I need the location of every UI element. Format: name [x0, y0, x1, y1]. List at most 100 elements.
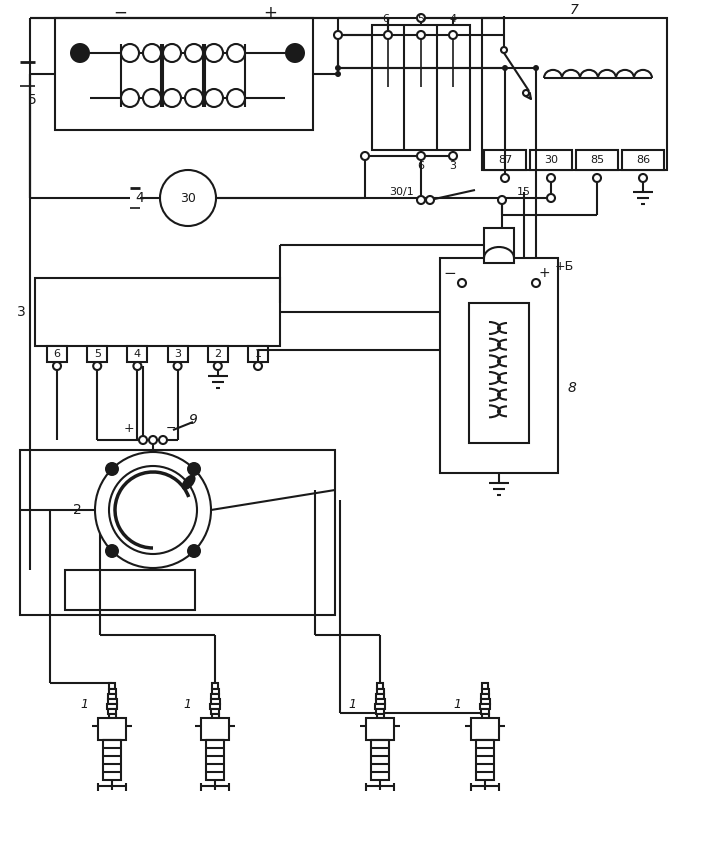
Circle shape: [502, 65, 508, 71]
Circle shape: [449, 152, 457, 160]
Bar: [622, 150, 664, 170]
Bar: [480, 704, 490, 709]
Circle shape: [185, 44, 203, 62]
Circle shape: [335, 65, 341, 71]
Bar: [376, 699, 385, 704]
Bar: [103, 740, 121, 780]
Circle shape: [227, 44, 245, 62]
Text: −: −: [165, 421, 176, 435]
Text: 5: 5: [29, 93, 37, 107]
Circle shape: [105, 462, 119, 476]
Bar: [212, 689, 219, 694]
Circle shape: [335, 71, 341, 77]
Circle shape: [185, 89, 203, 107]
Text: −: −: [113, 4, 127, 22]
Circle shape: [417, 196, 425, 204]
Bar: [248, 346, 268, 362]
Bar: [371, 740, 389, 780]
Circle shape: [121, 89, 139, 107]
Circle shape: [205, 89, 223, 107]
Circle shape: [105, 544, 119, 558]
Circle shape: [593, 174, 601, 182]
Text: 7: 7: [570, 3, 578, 17]
Circle shape: [458, 279, 466, 287]
Bar: [108, 709, 116, 714]
Bar: [210, 704, 220, 709]
Circle shape: [417, 152, 425, 160]
Circle shape: [532, 279, 540, 287]
Bar: [47, 346, 67, 362]
Text: 30: 30: [544, 155, 558, 165]
Text: +: +: [538, 266, 550, 280]
Bar: [65, 570, 195, 610]
Circle shape: [143, 44, 161, 62]
Circle shape: [139, 436, 147, 444]
Bar: [376, 709, 384, 714]
Circle shape: [361, 152, 369, 160]
Text: 5: 5: [418, 14, 424, 24]
Circle shape: [149, 436, 157, 444]
Bar: [481, 694, 489, 699]
Bar: [108, 694, 116, 699]
Text: 30/1: 30/1: [389, 187, 414, 197]
Bar: [482, 18, 667, 170]
Bar: [107, 704, 117, 709]
Circle shape: [285, 43, 305, 63]
Text: −: −: [443, 266, 456, 281]
Bar: [211, 709, 219, 714]
Text: 3: 3: [16, 305, 26, 319]
Circle shape: [95, 452, 211, 568]
Bar: [377, 714, 384, 718]
Circle shape: [109, 466, 197, 554]
Circle shape: [449, 31, 457, 39]
Text: 8: 8: [568, 381, 576, 395]
Bar: [482, 683, 488, 689]
Circle shape: [417, 14, 425, 22]
Text: 6: 6: [382, 14, 389, 24]
Bar: [481, 699, 490, 704]
Circle shape: [547, 174, 555, 182]
Bar: [211, 694, 219, 699]
Text: 1: 1: [183, 699, 191, 711]
Bar: [377, 689, 384, 694]
Bar: [168, 346, 188, 362]
Circle shape: [533, 65, 539, 71]
Bar: [530, 150, 572, 170]
Circle shape: [254, 362, 262, 370]
Circle shape: [143, 89, 161, 107]
Bar: [471, 718, 499, 740]
Circle shape: [159, 436, 167, 444]
Bar: [376, 694, 384, 699]
Bar: [109, 689, 116, 694]
Circle shape: [384, 31, 392, 39]
Circle shape: [501, 174, 509, 182]
Circle shape: [133, 362, 141, 370]
Circle shape: [163, 89, 181, 107]
Bar: [98, 718, 126, 740]
Bar: [108, 699, 117, 704]
Bar: [212, 714, 219, 718]
Bar: [128, 346, 148, 362]
Circle shape: [214, 362, 222, 370]
Bar: [484, 150, 526, 170]
Circle shape: [70, 43, 90, 63]
Bar: [35, 278, 280, 346]
Bar: [469, 303, 529, 443]
Text: 1: 1: [255, 349, 262, 359]
Bar: [366, 718, 394, 740]
Bar: [87, 346, 107, 362]
Bar: [212, 683, 218, 689]
Bar: [20, 450, 335, 615]
Bar: [481, 709, 489, 714]
Circle shape: [227, 89, 245, 107]
Bar: [55, 18, 313, 130]
Text: 6: 6: [53, 349, 61, 359]
Bar: [440, 258, 558, 473]
Text: 1: 1: [453, 699, 461, 711]
Text: 5: 5: [93, 349, 101, 359]
Bar: [206, 740, 224, 780]
Text: 30: 30: [180, 192, 196, 204]
Text: 9: 9: [188, 413, 198, 427]
Bar: [482, 689, 489, 694]
Bar: [201, 718, 229, 740]
